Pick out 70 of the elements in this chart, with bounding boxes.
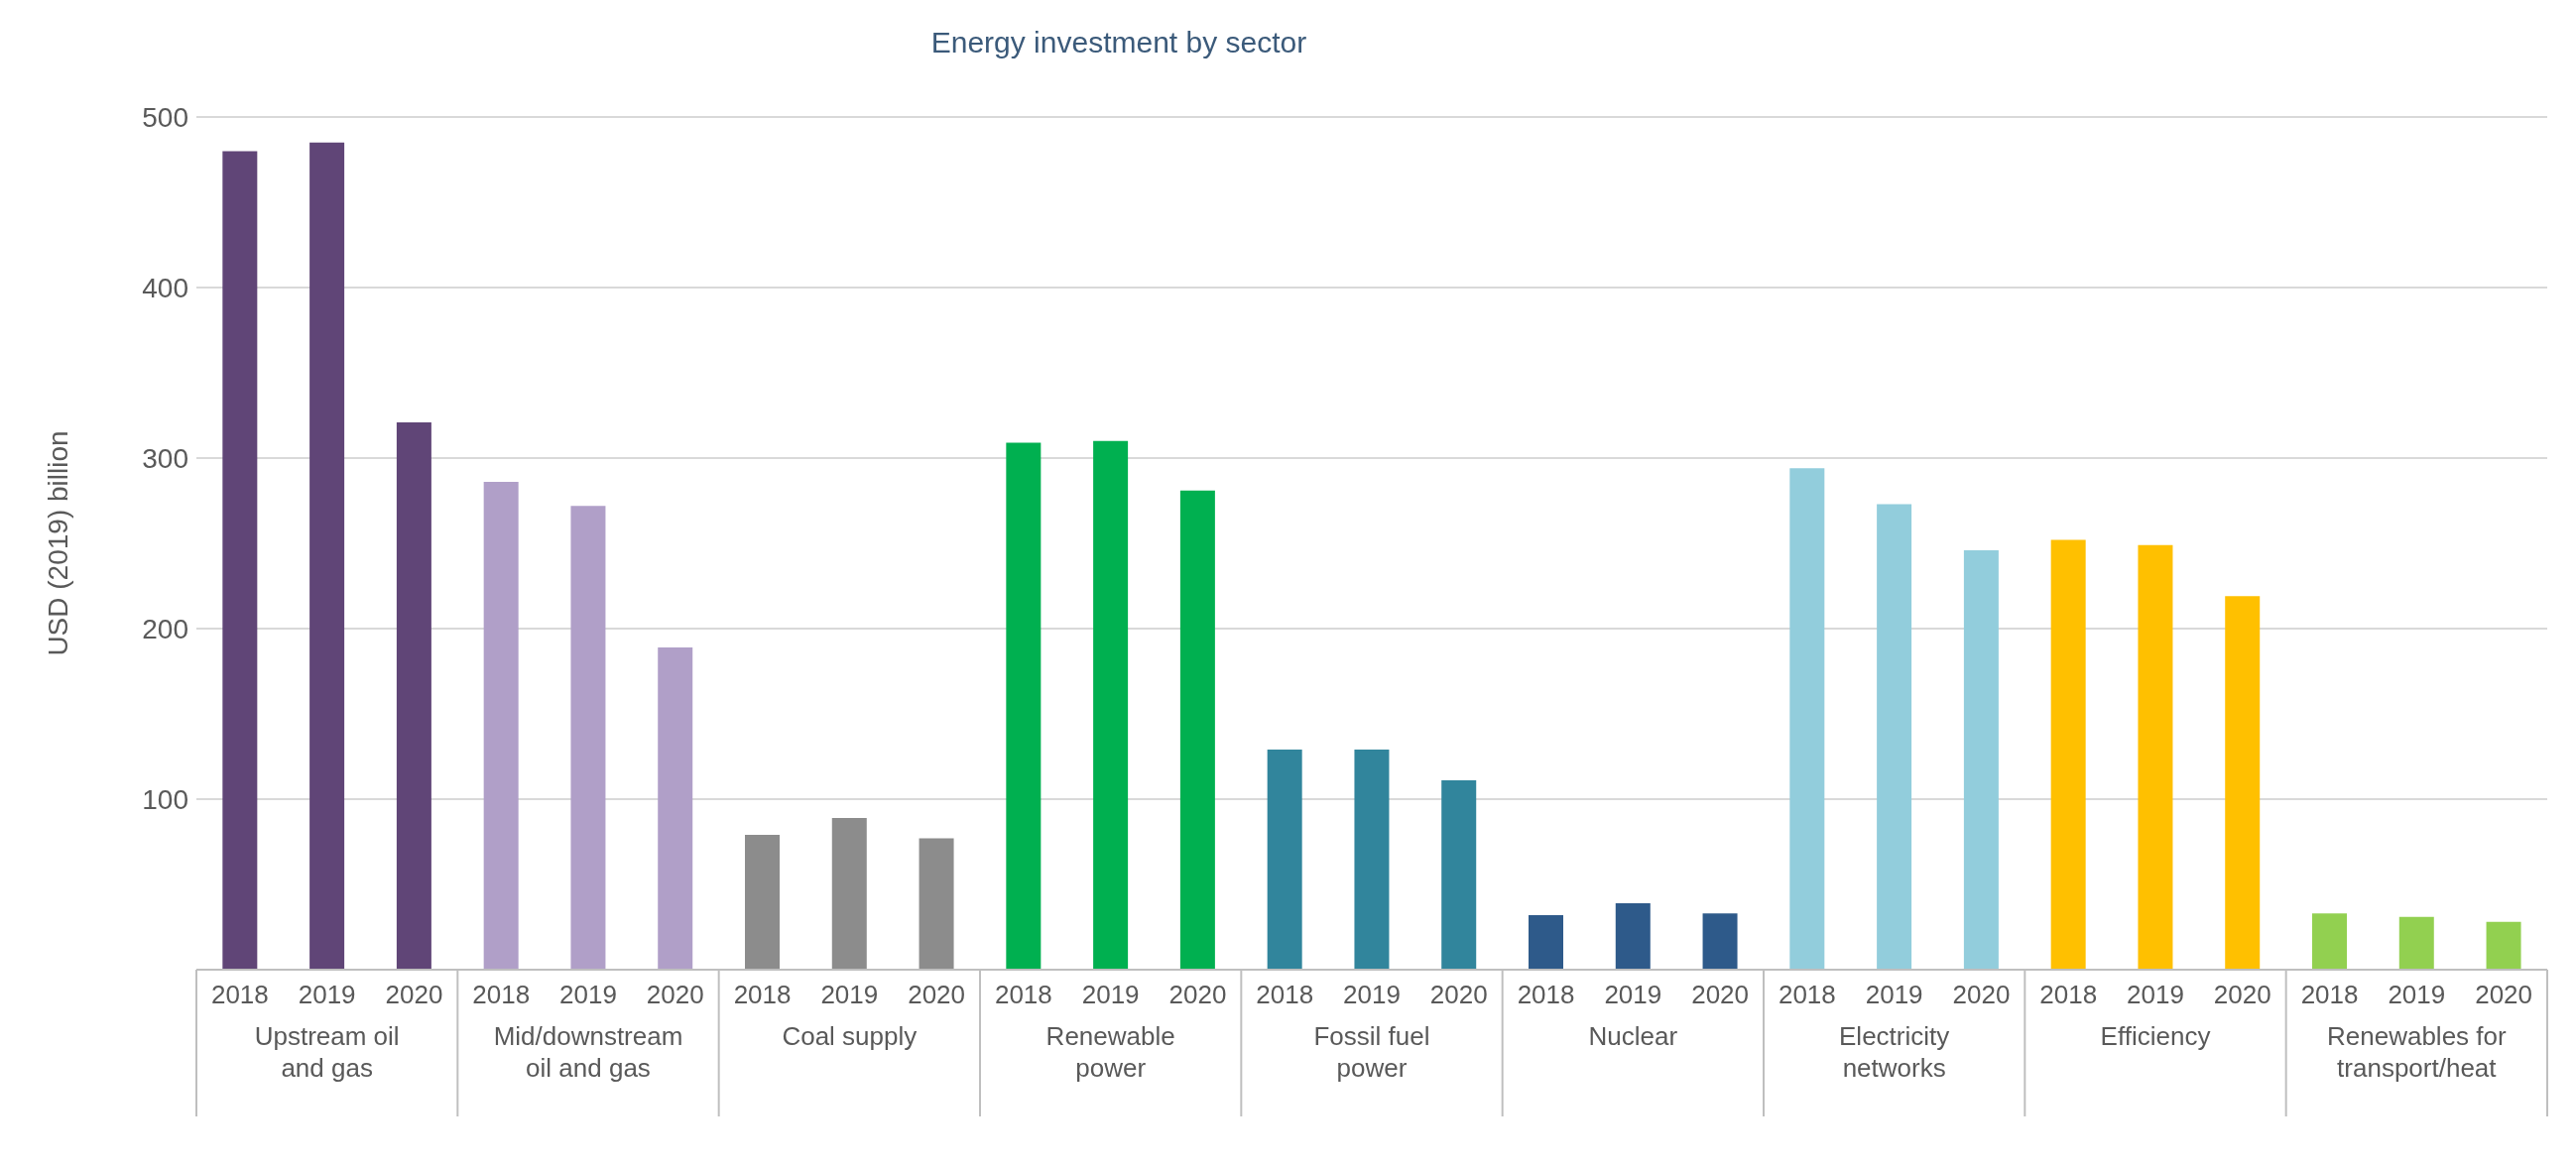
bar	[1877, 504, 1912, 970]
x-tick-label: 2018	[994, 980, 1052, 1009]
chart-title: Energy investment by sector	[929, 26, 1308, 59]
y-axis-title: USD (2019) billion	[42, 430, 73, 656]
x-tick-label: 2019	[820, 980, 879, 1009]
x-tick-label: 2020	[2213, 980, 2271, 1009]
bar	[1615, 902, 1651, 970]
y-tick-label: 300	[142, 442, 188, 474]
text: Renewable power	[1045, 1021, 1175, 1083]
x-tick-label: 2018	[1256, 980, 1314, 1009]
x-tick-label: 2020	[908, 980, 966, 1009]
x-tick-label: 2018	[2039, 980, 2098, 1009]
bar	[1267, 750, 1302, 970]
x-tick-label: 2018	[1517, 980, 1575, 1009]
x-tick-label: 2018	[1778, 980, 1836, 1009]
x-tick-label: 2019	[298, 980, 356, 1009]
bar	[222, 151, 258, 970]
bar	[1529, 914, 1563, 970]
x-tick-label: 2018	[472, 980, 531, 1009]
x-tick-label: 2020	[646, 980, 704, 1009]
x-tick-label: 2020	[385, 980, 443, 1009]
bar	[1441, 780, 1477, 970]
y-tick-label: 400	[142, 272, 188, 303]
x-tick-label: 2020	[1429, 980, 1488, 1009]
text: Electricity networks	[1839, 1021, 1950, 1083]
bar	[745, 835, 780, 970]
bar	[2486, 921, 2521, 970]
x-tick-label: 2019	[1081, 980, 1140, 1009]
bar	[1354, 750, 1390, 970]
x-tick-label: 2020	[1952, 980, 2011, 1009]
x-tick-label: 2019	[1343, 980, 1401, 1009]
text: Coal supply	[782, 1021, 918, 1051]
bar	[1093, 440, 1129, 970]
x-tick-label: 2019	[559, 980, 617, 1009]
bar	[831, 817, 867, 970]
bar	[658, 646, 693, 970]
bar	[1006, 442, 1042, 970]
bar	[1789, 468, 1825, 970]
x-tick-label: 2020	[2475, 980, 2533, 1009]
text: Efficiency	[2100, 1021, 2211, 1051]
bar	[1963, 549, 1999, 970]
text: Upstream oil and gas	[254, 1021, 400, 1083]
y-tick-label: 200	[142, 613, 188, 644]
text: Fossil fuel power	[1313, 1021, 1430, 1083]
text: Nuclear	[1588, 1021, 1678, 1051]
x-tick-label: 2019	[1865, 980, 1923, 1009]
x-tick-label: 2019	[2127, 980, 2184, 1009]
bar	[2138, 544, 2173, 970]
bar	[1702, 913, 1738, 970]
bar	[1179, 490, 1215, 970]
x-tick-label: 2020	[1691, 980, 1750, 1009]
text: Renewables for transport/heat	[2327, 1021, 2507, 1083]
y-tick-label: 500	[142, 101, 188, 133]
bar	[2050, 539, 2086, 970]
text: Mid/downstream oil and gas	[493, 1021, 683, 1083]
bar	[396, 421, 431, 970]
y-tick-label: 100	[142, 783, 188, 815]
x-tick-label: 2018	[733, 980, 792, 1009]
x-tick-label: 2020	[1168, 980, 1227, 1009]
bar	[309, 142, 345, 970]
bar	[2225, 596, 2261, 970]
x-tick-label: 2018	[210, 980, 269, 1009]
x-tick-label: 2019	[2388, 980, 2446, 1009]
bar	[2312, 913, 2347, 970]
bar	[570, 506, 606, 970]
bar	[2398, 916, 2434, 970]
bar	[483, 482, 519, 970]
x-tick-label: 2019	[1604, 980, 1662, 1009]
bar	[919, 838, 954, 970]
x-tick-label: 2018	[2300, 980, 2359, 1009]
